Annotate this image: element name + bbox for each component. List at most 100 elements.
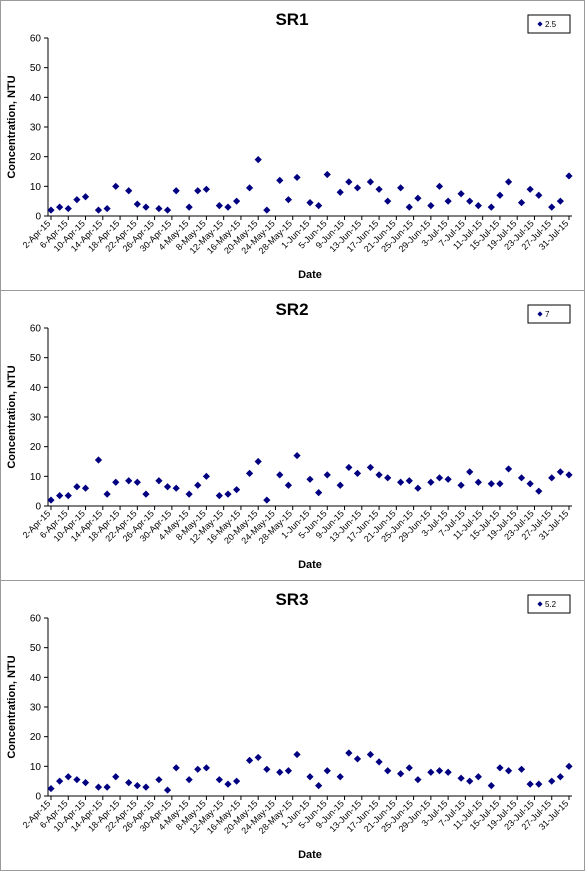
x-axis-label: Date [298,849,322,861]
y-axis-label: Concentration, NTU [6,75,18,178]
data-point [64,773,72,781]
data-point [284,196,293,204]
data-point [315,782,323,790]
data-point [64,204,72,213]
y-tick-label: 20 [30,732,42,743]
legend-marker [537,21,543,27]
data-point [81,779,90,787]
data-point [73,196,81,204]
data-point [517,199,526,207]
legend-marker [537,311,543,317]
data-point [487,782,495,790]
y-tick-label: 50 [30,63,42,74]
data-point [125,779,133,787]
data-point [323,170,331,179]
data-point [276,768,284,776]
data-point [293,173,301,182]
y-tick-label: 40 [30,673,42,684]
data-point [466,468,474,476]
data-point [276,176,284,184]
data-point [353,755,362,763]
data-point [284,481,293,489]
y-tick-label: 40 [30,383,42,394]
data-point [405,203,413,211]
data-point [215,776,223,784]
data-point [293,451,301,460]
y-tick-label: 60 [30,324,42,335]
data-point [466,197,474,205]
data-point [47,496,55,504]
data-point [366,463,375,472]
data-point [457,481,465,489]
data-point [224,780,232,788]
data-point [435,182,444,190]
data-point [112,182,120,190]
data-point [526,780,534,788]
data-point [315,489,323,497]
data-point [163,206,172,214]
series-5-2 [47,749,573,794]
data-point [345,178,353,186]
data-point [254,753,262,762]
legend: 5.2 [527,594,571,614]
data-point [233,777,241,785]
x-axis-label: Date [298,269,322,281]
data-point [366,750,375,759]
data-point [517,474,526,482]
data-point [405,764,413,772]
data-point [73,776,81,784]
chart-panel-sr2: SR2 0 10 20 30 40 50 60 2-Apr-15 6-Apr-15 10-Apr-1… [0,290,585,581]
data-point [133,200,141,208]
data-point [457,774,465,782]
y-tick-label: 60 [30,614,42,625]
legend: 7 [527,304,571,324]
y-tick-label: 40 [30,93,42,104]
data-point [194,765,202,773]
data-point [202,472,210,480]
data-point [254,156,262,164]
y-axis-label: Concentration, NTU [6,365,18,468]
data-point [535,780,543,788]
data-point [73,483,81,491]
data-point [263,206,271,214]
data-point [517,765,526,773]
data-point [112,773,120,781]
data-point [336,188,344,196]
chart-panel-sr1: SR1 0 10 20 30 40 50 60 2-Apr-15 6-Apr-15 10-Apr-1… [0,0,585,291]
data-point [215,492,223,500]
data-point [81,193,90,201]
data-point [427,768,435,776]
data-point [397,478,405,486]
data-point [556,468,564,476]
data-point [245,756,254,764]
data-point [375,758,383,766]
y-tick-label: 20 [30,152,42,163]
data-point [103,490,111,498]
data-point [487,203,495,211]
data-point [306,475,314,483]
y-tick-label: 60 [30,34,42,45]
data-point [133,478,141,486]
y-tick-label: 20 [30,442,42,453]
data-point [94,206,103,214]
data-point [384,767,392,775]
y-tick-label: 50 [30,643,42,654]
data-point [535,487,543,495]
data-point [133,782,141,790]
data-point [353,469,362,477]
chart-svg-sr2: SR201020304050602-Apr-156-Apr-1510-Apr-1… [6,300,573,571]
data-point [142,203,150,211]
data-point [172,484,180,492]
data-point [345,463,353,472]
data-point [125,477,133,485]
data-point [336,773,344,781]
x-axis-label: Date [298,559,322,571]
data-point [397,770,405,778]
data-point [384,474,392,482]
y-tick-label: 50 [30,353,42,364]
legend-label: 2.5 [545,20,557,29]
data-point [81,484,90,492]
data-point [474,202,482,210]
data-point [526,480,534,488]
